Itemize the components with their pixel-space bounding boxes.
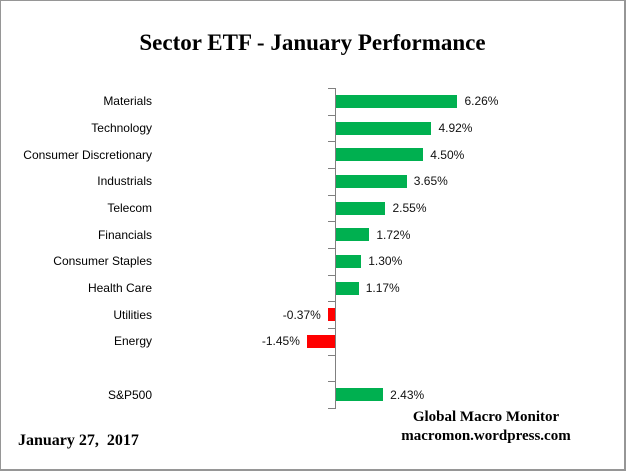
category-label: Energy — [113, 334, 152, 349]
category-label: Industrials — [97, 174, 152, 189]
bar-technology — [336, 121, 432, 135]
date-label: January 27, 2017 — [18, 432, 139, 449]
category-label: Health Care — [87, 281, 152, 296]
axis-tick — [328, 88, 335, 89]
value-label: 4.92% — [438, 121, 473, 135]
bar-utilities — [327, 308, 335, 322]
chart-title: Sector ETF - January Performance — [139, 30, 486, 55]
category-label: Technology — [91, 121, 152, 135]
axis-tick — [328, 168, 335, 169]
axis-tick — [328, 115, 335, 116]
bar-consumer-discretionary — [336, 148, 424, 162]
value-label: -1.45% — [261, 334, 300, 349]
value-label: 2.43% — [390, 387, 425, 402]
bar-energy — [306, 334, 335, 348]
axis-tick — [328, 141, 335, 142]
category-label: Financials — [97, 227, 152, 242]
bar-telecom — [336, 201, 386, 215]
bar-consumer-staples — [336, 254, 362, 268]
value-label: 3.65% — [413, 174, 448, 189]
category-label: S&P500 — [107, 387, 152, 402]
axis-tick — [328, 355, 335, 356]
bar-materials — [336, 94, 458, 108]
axis-tick — [328, 221, 335, 222]
axis-tick — [328, 408, 335, 409]
value-label: 2.55% — [392, 201, 427, 215]
value-label: 1.17% — [365, 281, 400, 296]
value-label: 1.30% — [368, 254, 403, 269]
axis-tick — [328, 381, 335, 382]
brand-name: Global Macro Monitor — [412, 409, 560, 425]
bar-health-care — [336, 281, 359, 295]
category-axis — [335, 88, 336, 410]
value-label: 4.50% — [430, 147, 465, 162]
axis-tick — [328, 328, 335, 329]
brand-url: macromon.wordpress.com — [401, 428, 571, 444]
category-label: Consumer Staples — [53, 254, 152, 269]
axis-tick — [328, 195, 335, 196]
category-label: Utilities — [113, 307, 152, 322]
value-label: 6.26% — [464, 94, 499, 109]
value-label: -0.37% — [282, 307, 321, 322]
bar-s-p500 — [336, 388, 384, 402]
brand-block: Global Macro Monitor macromon.wordpress.… — [361, 408, 611, 446]
axis-tick — [328, 301, 335, 302]
category-label: Materials — [103, 94, 152, 109]
bar-industrials — [336, 174, 407, 188]
bar-financials — [336, 228, 370, 242]
category-label: Consumer Discretionary — [23, 147, 152, 162]
value-label: 1.72% — [376, 227, 411, 242]
axis-tick — [328, 275, 335, 276]
axis-tick — [328, 248, 335, 249]
category-label: Telecom — [107, 201, 152, 215]
